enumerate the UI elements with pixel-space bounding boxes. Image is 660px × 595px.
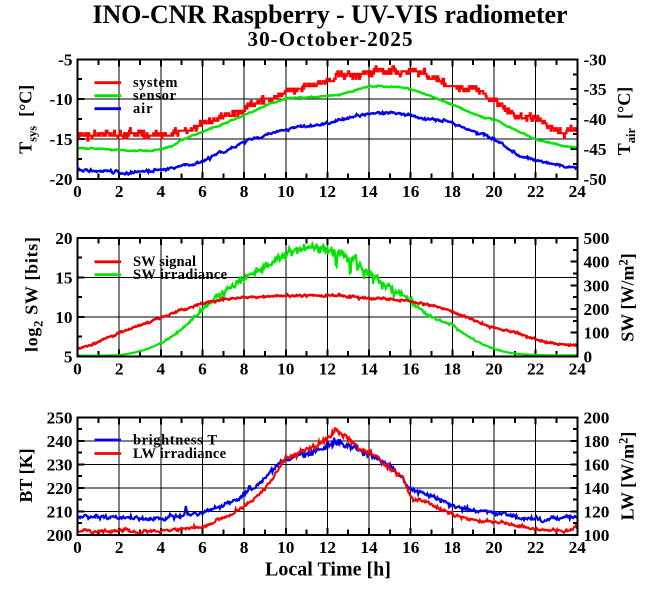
svg-text:18: 18 (444, 538, 462, 557)
svg-text:0: 0 (73, 538, 82, 557)
svg-text:14: 14 (360, 359, 378, 378)
svg-text:SW signal: SW signal (133, 254, 196, 270)
svg-text:-35: -35 (584, 80, 607, 99)
svg-text:2: 2 (115, 538, 124, 557)
svg-text:6: 6 (198, 359, 207, 378)
svg-text:SW [W/m2]: SW [W/m2] (617, 253, 638, 341)
svg-text:400: 400 (584, 253, 610, 272)
svg-text:4: 4 (156, 359, 165, 378)
svg-text:-40: -40 (584, 110, 607, 129)
svg-text:8: 8 (240, 182, 249, 201)
svg-text:LW irradiance: LW irradiance (133, 446, 227, 462)
svg-text:-5: -5 (58, 50, 72, 69)
svg-text:0: 0 (73, 359, 82, 378)
svg-text:10: 10 (277, 182, 294, 201)
svg-text:180: 180 (584, 432, 610, 451)
svg-text:0: 0 (584, 347, 593, 366)
svg-text:140: 140 (584, 479, 610, 498)
svg-text:-10: -10 (49, 90, 72, 109)
svg-text:200: 200 (584, 300, 610, 319)
svg-text:18: 18 (444, 359, 462, 378)
svg-text:6: 6 (198, 182, 207, 201)
svg-text:-15: -15 (49, 130, 72, 149)
svg-text:4: 4 (156, 538, 165, 557)
svg-text:INO-CNR Raspberry - UV-VIS rad: INO-CNR Raspberry - UV-VIS radiometer (93, 0, 568, 29)
svg-text:12: 12 (319, 538, 336, 557)
svg-text:500: 500 (584, 229, 610, 248)
svg-text:240: 240 (47, 432, 73, 451)
svg-text:LW [W/m2]: LW [W/m2] (617, 432, 638, 521)
svg-text:15: 15 (55, 269, 72, 288)
svg-text:230: 230 (47, 455, 73, 474)
svg-text:12: 12 (319, 359, 336, 378)
svg-text:Tsys [°C]: Tsys [°C] (16, 85, 40, 154)
svg-text:8: 8 (240, 359, 249, 378)
svg-text:2: 2 (115, 182, 124, 201)
svg-text:-30: -30 (584, 50, 607, 69)
svg-text:sensor: sensor (133, 88, 177, 104)
svg-text:300: 300 (584, 276, 610, 295)
svg-text:4: 4 (156, 182, 165, 201)
svg-text:16: 16 (402, 538, 420, 557)
svg-text:20: 20 (485, 182, 502, 201)
svg-text:20: 20 (485, 359, 502, 378)
svg-text:24: 24 (569, 538, 587, 557)
svg-text:air: air (133, 101, 153, 117)
svg-text:16: 16 (402, 359, 420, 378)
svg-text:14: 14 (360, 182, 378, 201)
svg-text:-20: -20 (49, 170, 72, 189)
svg-text:system: system (133, 75, 178, 91)
svg-text:2: 2 (115, 359, 124, 378)
svg-text:22: 22 (527, 359, 544, 378)
svg-text:-50: -50 (584, 170, 607, 189)
svg-text:100: 100 (584, 324, 610, 343)
svg-text:8: 8 (240, 538, 249, 557)
svg-text:20: 20 (485, 538, 502, 557)
svg-text:24: 24 (569, 359, 587, 378)
svg-text:100: 100 (584, 526, 610, 545)
svg-text:5: 5 (64, 347, 73, 366)
svg-text:6: 6 (198, 538, 207, 557)
svg-text:160: 160 (584, 455, 610, 474)
svg-text:Local Time [h]: Local Time [h] (265, 559, 391, 581)
svg-text:-45: -45 (584, 140, 607, 159)
svg-text:18: 18 (444, 182, 462, 201)
svg-text:20: 20 (55, 229, 72, 248)
svg-text:24: 24 (569, 182, 587, 201)
svg-text:22: 22 (527, 538, 544, 557)
svg-text:200: 200 (47, 526, 73, 545)
svg-text:12: 12 (319, 182, 336, 201)
svg-text:250: 250 (47, 408, 73, 427)
svg-text:0: 0 (73, 182, 82, 201)
svg-text:120: 120 (584, 502, 610, 521)
svg-text:BT [K]: BT [K] (16, 448, 36, 502)
svg-text:10: 10 (55, 308, 72, 327)
svg-text:22: 22 (527, 182, 544, 201)
svg-text:10: 10 (277, 359, 294, 378)
svg-text:14: 14 (360, 538, 378, 557)
svg-text:16: 16 (402, 182, 420, 201)
svg-text:10: 10 (277, 538, 294, 557)
svg-text:210: 210 (47, 502, 73, 521)
svg-text:200: 200 (584, 408, 610, 427)
svg-text:220: 220 (47, 479, 73, 498)
svg-text:SW irradiance: SW irradiance (133, 267, 228, 283)
svg-text:30-October-2025: 30-October-2025 (248, 27, 413, 51)
svg-text:brightness T: brightness T (133, 432, 217, 448)
